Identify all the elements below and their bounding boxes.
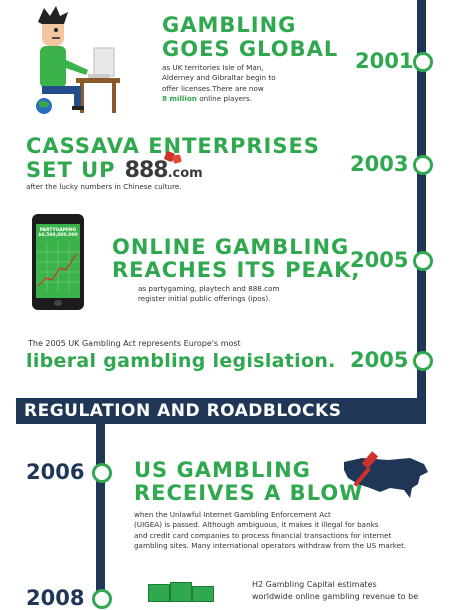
- year-2005-b: 2005: [350, 348, 409, 372]
- person-at-computer-illustration: [22, 6, 122, 114]
- body-2001-line1: as UK territories Isle of Man,: [162, 63, 264, 72]
- money-stack-2: [170, 582, 192, 602]
- logo-888: 888.com: [124, 150, 203, 183]
- body-2008-line2: worldwide online gambling revenue to be: [252, 591, 419, 601]
- body-2008: H2 Gambling Capital estimates worldwide …: [252, 579, 418, 602]
- timeline-node-2005-b: [413, 351, 433, 371]
- year-2008: 2008: [26, 586, 85, 610]
- year-2005-a: 2005: [350, 248, 409, 272]
- body-2008-line1: H2 Gambling Capital estimates: [252, 580, 377, 589]
- timeline-node-2005-a: [413, 251, 433, 271]
- highlight-8-million: 8 million: [162, 94, 197, 104]
- timeline-line-left: [96, 412, 105, 600]
- money-stack-1: [148, 584, 170, 602]
- body-2005: as partygaming, playtech and 888.com reg…: [138, 284, 280, 305]
- year-2001: 2001: [355, 49, 414, 73]
- title-2001-line2: GOES GLOBAL: [162, 37, 339, 61]
- body-2003: after the lucky numbers in Chinese cultu…: [26, 182, 182, 191]
- dice-icon-2: [171, 154, 182, 164]
- title-2006-line1: US GAMBLING: [134, 458, 311, 482]
- timeline-node-2003: [413, 155, 433, 175]
- banner-extension: [374, 398, 426, 424]
- body-2006-line4: gambling sites. Many international opera…: [134, 541, 407, 551]
- title-2001-line1: GAMBLING: [162, 13, 297, 37]
- timeline-line-right: [417, 0, 426, 412]
- title-2005-line1: ONLINE GAMBLING: [112, 235, 350, 259]
- phone-brand: PARTYGAMING: [39, 228, 77, 233]
- body-2006: when the Unlawful Internet Gambling Enfo…: [134, 510, 406, 552]
- body-2001-line3: offer licenses.There are now: [162, 83, 264, 93]
- us-map-gavel-illustration: [340, 448, 432, 504]
- body-2005-line1: as partygaming, playtech and 888.com: [138, 284, 280, 293]
- title-2005-b: liberal gambling legislation.: [26, 350, 336, 372]
- title-2003-line2-row: SET UP 888.com: [26, 150, 203, 183]
- body-2006-line3: and credit card companies to process fin…: [134, 530, 392, 540]
- phone-home-button: [54, 300, 62, 306]
- body-2001: as UK territories Isle of Man, Alderney …: [162, 63, 302, 105]
- body-2006-line1: when the Unlawful Internet Gambling Enfo…: [134, 510, 331, 519]
- section-banner: REGULATION AND ROADBLOCKS: [16, 398, 382, 424]
- body-2005-line2: register initial public offerings (ipos)…: [138, 294, 271, 304]
- body-2001-tail: online players.: [196, 94, 253, 104]
- body-2001-line2: Alderney and Gibraltar begin to: [162, 73, 276, 83]
- title-2005-line2: REACHES ITS PEAK,: [112, 258, 361, 282]
- timeline-node-2001: [413, 52, 433, 72]
- phone-screen: PARTYGAMING $6,500,000,000: [36, 224, 80, 298]
- timeline-node-2006: [92, 463, 112, 483]
- phone-illustration: PARTYGAMING $6,500,000,000: [32, 214, 84, 310]
- year-2006: 2006: [26, 460, 85, 484]
- title-2003-line2: SET UP: [26, 158, 116, 182]
- phone-value: $6,500,000,000: [38, 233, 78, 238]
- money-stack-illustration: [148, 580, 214, 602]
- title-2006-line2: RECEIVES A BLOW: [134, 481, 364, 505]
- year-2003: 2003: [350, 152, 409, 176]
- phone-chart: [36, 242, 80, 292]
- title-2003-line1: CASSAVA ENTERPRISES: [26, 134, 320, 158]
- logo-888-suffix: .com: [167, 166, 203, 181]
- body-2006-line2: (UIGEA) is passed. Although ambiguous, i…: [134, 520, 379, 530]
- logo-888-number: 888: [124, 158, 169, 183]
- intro-2005-b: The 2005 UK Gambling Act represents Euro…: [28, 339, 241, 348]
- timeline-node-2008: [92, 589, 112, 609]
